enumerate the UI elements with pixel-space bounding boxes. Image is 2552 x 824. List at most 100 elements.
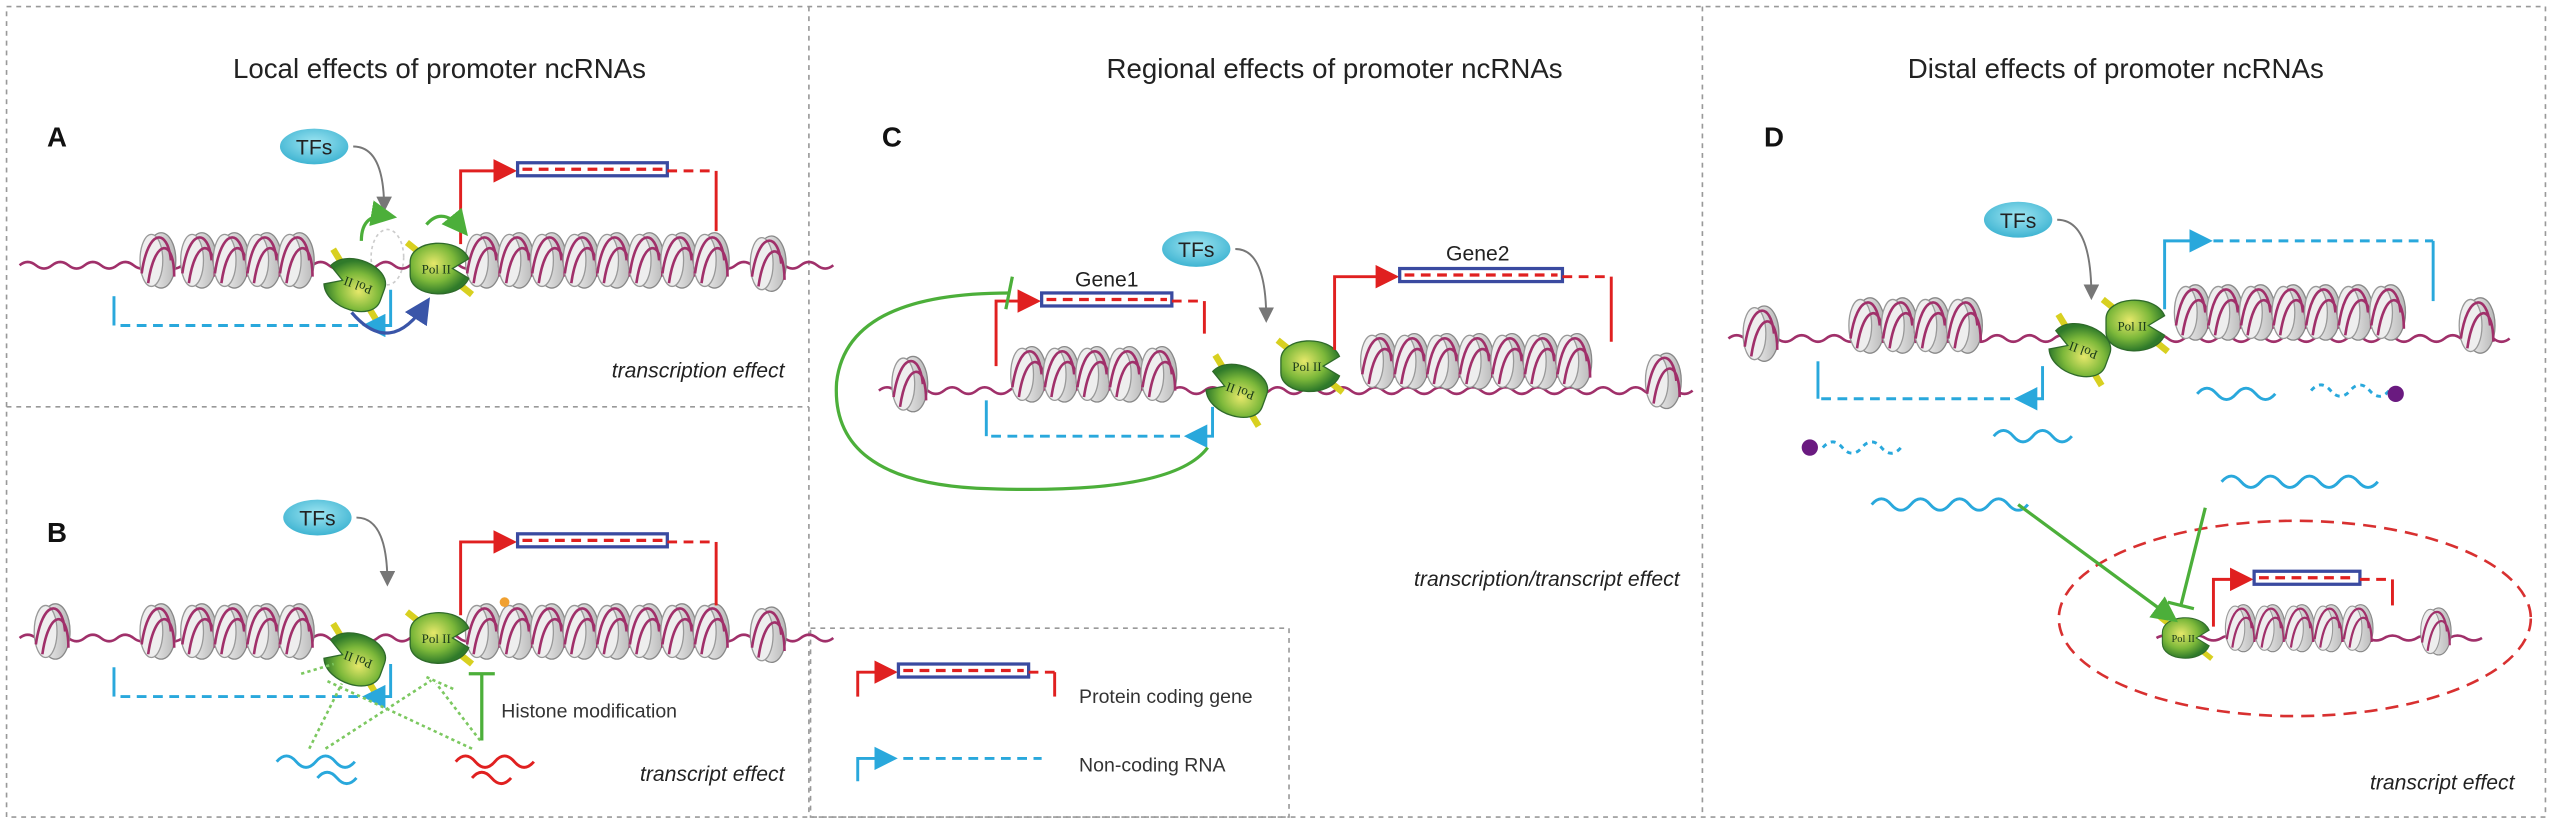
label: transcript effect [640, 763, 786, 786]
rna-fragment [1870, 497, 2030, 512]
pol-ii: Pol II [1275, 337, 1345, 395]
nucleosome-face [1425, 334, 1450, 388]
dna-wrap [693, 236, 729, 284]
label: TFs [296, 137, 332, 160]
nucleosome-face [1042, 347, 1067, 402]
nucleosome [891, 355, 929, 413]
nucleosome [1945, 297, 1983, 354]
nucleosome [2303, 284, 2342, 341]
nucleosome [2238, 284, 2276, 341]
nucleosome [180, 603, 218, 660]
nucleosome-face [2369, 285, 2394, 340]
nucleosome-face [2458, 298, 2483, 353]
pol-label: Pol II [2171, 634, 2195, 645]
nucleosome [2254, 604, 2286, 653]
tf [283, 499, 352, 536]
nucleosome [562, 232, 600, 289]
rna-fragment [2309, 383, 2391, 398]
nucleosome-face [2224, 605, 2246, 651]
nucleosome [749, 606, 787, 664]
pol-label: Pol II [422, 261, 451, 276]
nucleosome [1490, 332, 1528, 390]
nucleosome-face [1913, 298, 1938, 353]
nucleosome [2336, 284, 2374, 341]
dna-wrap [2420, 610, 2451, 651]
pol-body [323, 257, 387, 313]
nucleosome [2283, 604, 2315, 653]
nucleosome [1555, 332, 1593, 390]
label: Local effects of promoter ncRNAs [233, 53, 646, 84]
nucleosome [627, 232, 665, 289]
tf-arrow [353, 145, 392, 213]
dna-wrap [2284, 607, 2315, 648]
nucleosome [139, 603, 177, 660]
nucleosome [1522, 332, 1560, 390]
label: B [47, 517, 67, 548]
dna-wrap [1743, 309, 1779, 357]
nucleosome [180, 232, 218, 289]
pol-ii: Pol II [1205, 353, 1269, 428]
dna-wrap [2313, 607, 2344, 648]
dna-wrap [2459, 301, 2495, 349]
nucleosome [212, 232, 250, 289]
rna-fragment [1821, 440, 1903, 455]
nucleosome [1107, 346, 1145, 403]
nucleosome [1140, 346, 1178, 403]
activation-line [2017, 503, 2178, 623]
displaced-nucleosome [370, 228, 405, 286]
nucleosome [1359, 332, 1398, 390]
nucleosome [2342, 604, 2374, 653]
pol-ii: Pol II [404, 239, 475, 298]
repression-line [2167, 507, 2207, 611]
pol-ii: Pol II [2100, 296, 2170, 355]
nucleosome-face [2342, 605, 2363, 651]
pol-ii: Pol II [2048, 312, 2112, 388]
nucleosome-face [2254, 605, 2275, 651]
nucleosome-face [1140, 347, 1165, 402]
nucleosome-face [1392, 334, 1417, 388]
nucleosome-face [562, 604, 587, 659]
dna-wrap [34, 607, 70, 655]
nucleosome-face [2238, 285, 2263, 340]
legend-box [809, 627, 1290, 818]
nucleosome [562, 603, 600, 660]
dna-wrap [2254, 607, 2285, 648]
nucleosome [1075, 346, 1113, 403]
dna-wrap [140, 236, 176, 284]
histone-mark [499, 597, 510, 608]
legend-ncrna [856, 746, 898, 782]
nucleosome [529, 232, 568, 289]
nucleosome [139, 232, 177, 289]
rna-fragment [2196, 386, 2277, 401]
nucleosome-face [562, 233, 587, 288]
nucleosome-face [180, 604, 205, 659]
frame [5, 5, 2547, 818]
nucleosome-face [749, 608, 774, 662]
nucleosome-face [2271, 285, 2296, 340]
ncrna-arrow [361, 289, 393, 338]
dna-wrap [140, 607, 176, 655]
dna-wrap [1946, 301, 1983, 349]
gene-arrow [2163, 229, 2213, 310]
nucleosome-face [529, 604, 555, 659]
tf-arrow [1235, 248, 1275, 323]
nucleosome [497, 232, 535, 289]
pol-ii: Pol II [323, 247, 387, 323]
dna-wrap [750, 239, 786, 287]
repression-curve [834, 291, 1209, 492]
nucleosome-face [749, 236, 774, 291]
pol-body [409, 242, 470, 295]
nucleosome [464, 232, 502, 289]
nucleosome [245, 232, 283, 289]
nucleosome [2224, 604, 2257, 653]
label: C [882, 121, 902, 152]
nucleosome [1042, 346, 1080, 403]
nucleosome [245, 603, 283, 660]
label: Protein coding gene [1079, 686, 1253, 708]
nucleosome-face [1644, 354, 1669, 408]
dna-wrap [1645, 356, 1681, 404]
label: D [1764, 121, 1784, 152]
pol-label: Pol II [1292, 359, 1321, 374]
nucleosome-face [1742, 306, 1767, 361]
